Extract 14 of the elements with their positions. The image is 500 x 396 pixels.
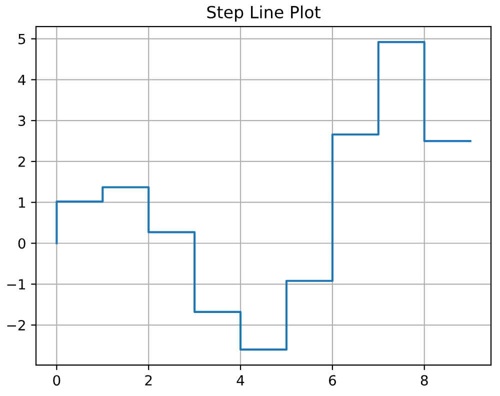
- x-tick-label: 8: [420, 375, 428, 386]
- y-tick-label: 5: [18, 34, 26, 44]
- y-tick-label: 3: [18, 116, 26, 126]
- x-tick-label: 4: [236, 375, 244, 386]
- y-tick-label: 0: [18, 238, 26, 249]
- chart-title: Step Line Plot: [207, 6, 320, 22]
- y-tick-label: −1: [7, 279, 25, 290]
- x-tick-label: 0: [53, 375, 60, 386]
- x-tick-label: 2: [145, 375, 152, 386]
- y-tick-label: 1: [18, 198, 25, 208]
- x-tick-label: 6: [328, 375, 336, 386]
- y-tick-label: −2: [7, 320, 25, 330]
- y-tick-label: 4: [18, 74, 26, 85]
- y-tick-label: 2: [18, 156, 25, 167]
